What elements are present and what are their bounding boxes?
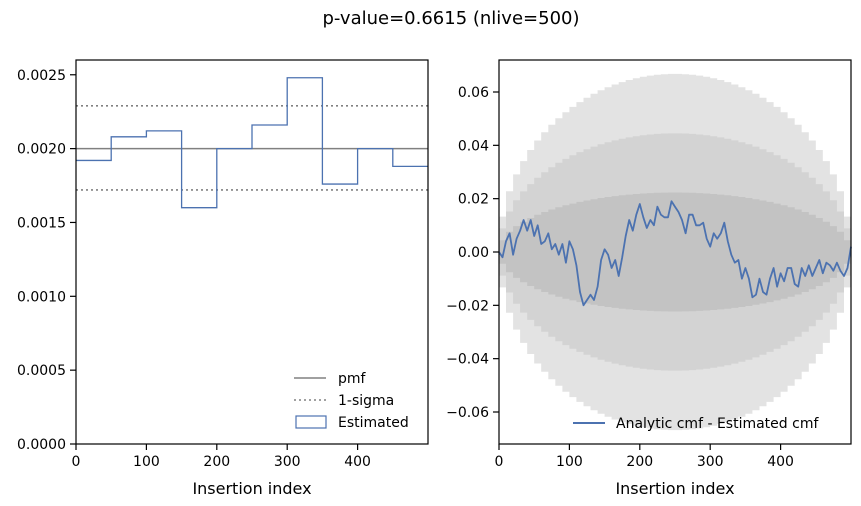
y-tick-label: −0.06 <box>446 405 489 421</box>
x-tick-label: 200 <box>626 454 653 470</box>
y-tick-label: 0.0000 <box>17 437 66 453</box>
y-tick-label: 0.0015 <box>17 215 66 231</box>
x-tick-label: 100 <box>133 454 160 470</box>
x-tick-label: 0 <box>72 454 81 470</box>
legend-pmf-label: pmf <box>338 371 367 387</box>
left-plot-frame <box>75 59 429 445</box>
x-tick-label: 400 <box>344 454 371 470</box>
y-tick-label: 0.02 <box>458 192 489 208</box>
x-tick-label: 0 <box>495 454 504 470</box>
left-xlabel: Insertion index <box>192 479 311 498</box>
y-tick-label: −0.04 <box>446 352 489 368</box>
right-plot-frame <box>498 59 852 445</box>
x-tick-label: 400 <box>767 454 794 470</box>
left-legend: pmf 1-sigma Estimated <box>294 371 409 431</box>
legend-estimated-swatch <box>295 415 327 429</box>
x-tick-label: 100 <box>556 454 583 470</box>
right-legend: Analytic cmf - Estimated cmf <box>573 416 819 432</box>
right-xlabel: Insertion index <box>615 479 734 498</box>
x-tick-label: 300 <box>697 454 724 470</box>
x-tick-label: 200 <box>203 454 230 470</box>
legend-cmf-label: Analytic cmf - Estimated cmf <box>616 416 819 432</box>
y-tick-label: 0.0005 <box>17 363 66 379</box>
cmf-difference-line <box>498 200 852 307</box>
y-tick-label: 0.0025 <box>17 68 66 84</box>
figure-suptitle: p-value=0.6615 (nlive=500) <box>322 8 579 29</box>
y-tick-label: 0.06 <box>458 85 489 101</box>
right-chart: 0 100 200 300 400 0.06 0.04 0.02 0.00 −0.02 −0.04 −… <box>446 59 852 498</box>
legend-sigma-label: 1-sigma <box>338 393 394 409</box>
legend-estimated-label: Estimated <box>338 415 409 431</box>
y-tick-label: 0.0010 <box>17 289 66 305</box>
y-tick-label: 0.0020 <box>17 142 66 158</box>
y-tick-label: 0.00 <box>458 245 489 261</box>
x-tick-label: 300 <box>274 454 301 470</box>
y-tick-label: 0.04 <box>458 138 489 154</box>
left-chart: 0 100 200 300 400 0.0000 0.0005 0.0010 0.0015 0.0… <box>17 59 429 498</box>
confidence-band-1-sigma <box>499 192 851 312</box>
y-tick-label: −0.02 <box>446 298 489 314</box>
estimated-step <box>76 77 428 209</box>
